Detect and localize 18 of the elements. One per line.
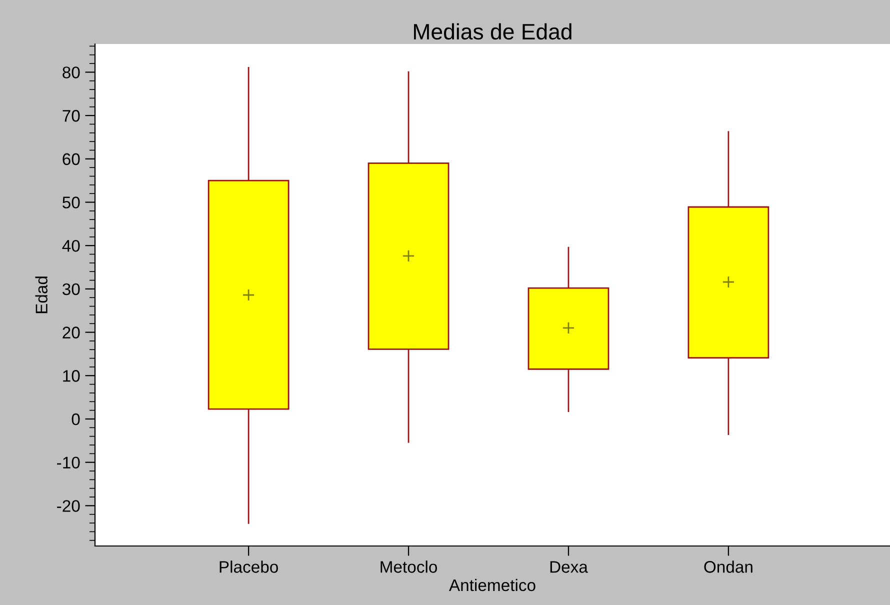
y-tick-label: -10 <box>57 456 80 469</box>
y-tick-label: 60 <box>62 153 80 166</box>
y-tick-label: 50 <box>62 196 80 208</box>
x-tick-label: Dexa <box>550 561 588 573</box>
y-tick-label: 40 <box>62 240 80 252</box>
x-axis-title: Antiemetico <box>448 578 536 592</box>
y-tick-label: 0 <box>72 413 80 426</box>
chart-title: Medias de Edad <box>414 23 572 40</box>
y-tick-label: -20 <box>57 500 80 512</box>
y-tick-label: 30 <box>62 283 80 296</box>
x-tick-label: Placebo <box>220 560 278 573</box>
y-tick-label: 20 <box>62 326 80 338</box>
y-axis-title: Edad <box>35 276 48 314</box>
y-tick-label: 80 <box>62 66 80 78</box>
x-tick-label: Metoclo <box>380 560 438 573</box>
y-tick-label: 70 <box>62 110 80 122</box>
y-tick-label: 10 <box>63 370 80 382</box>
x-tick-label: Ondan <box>704 560 752 573</box>
